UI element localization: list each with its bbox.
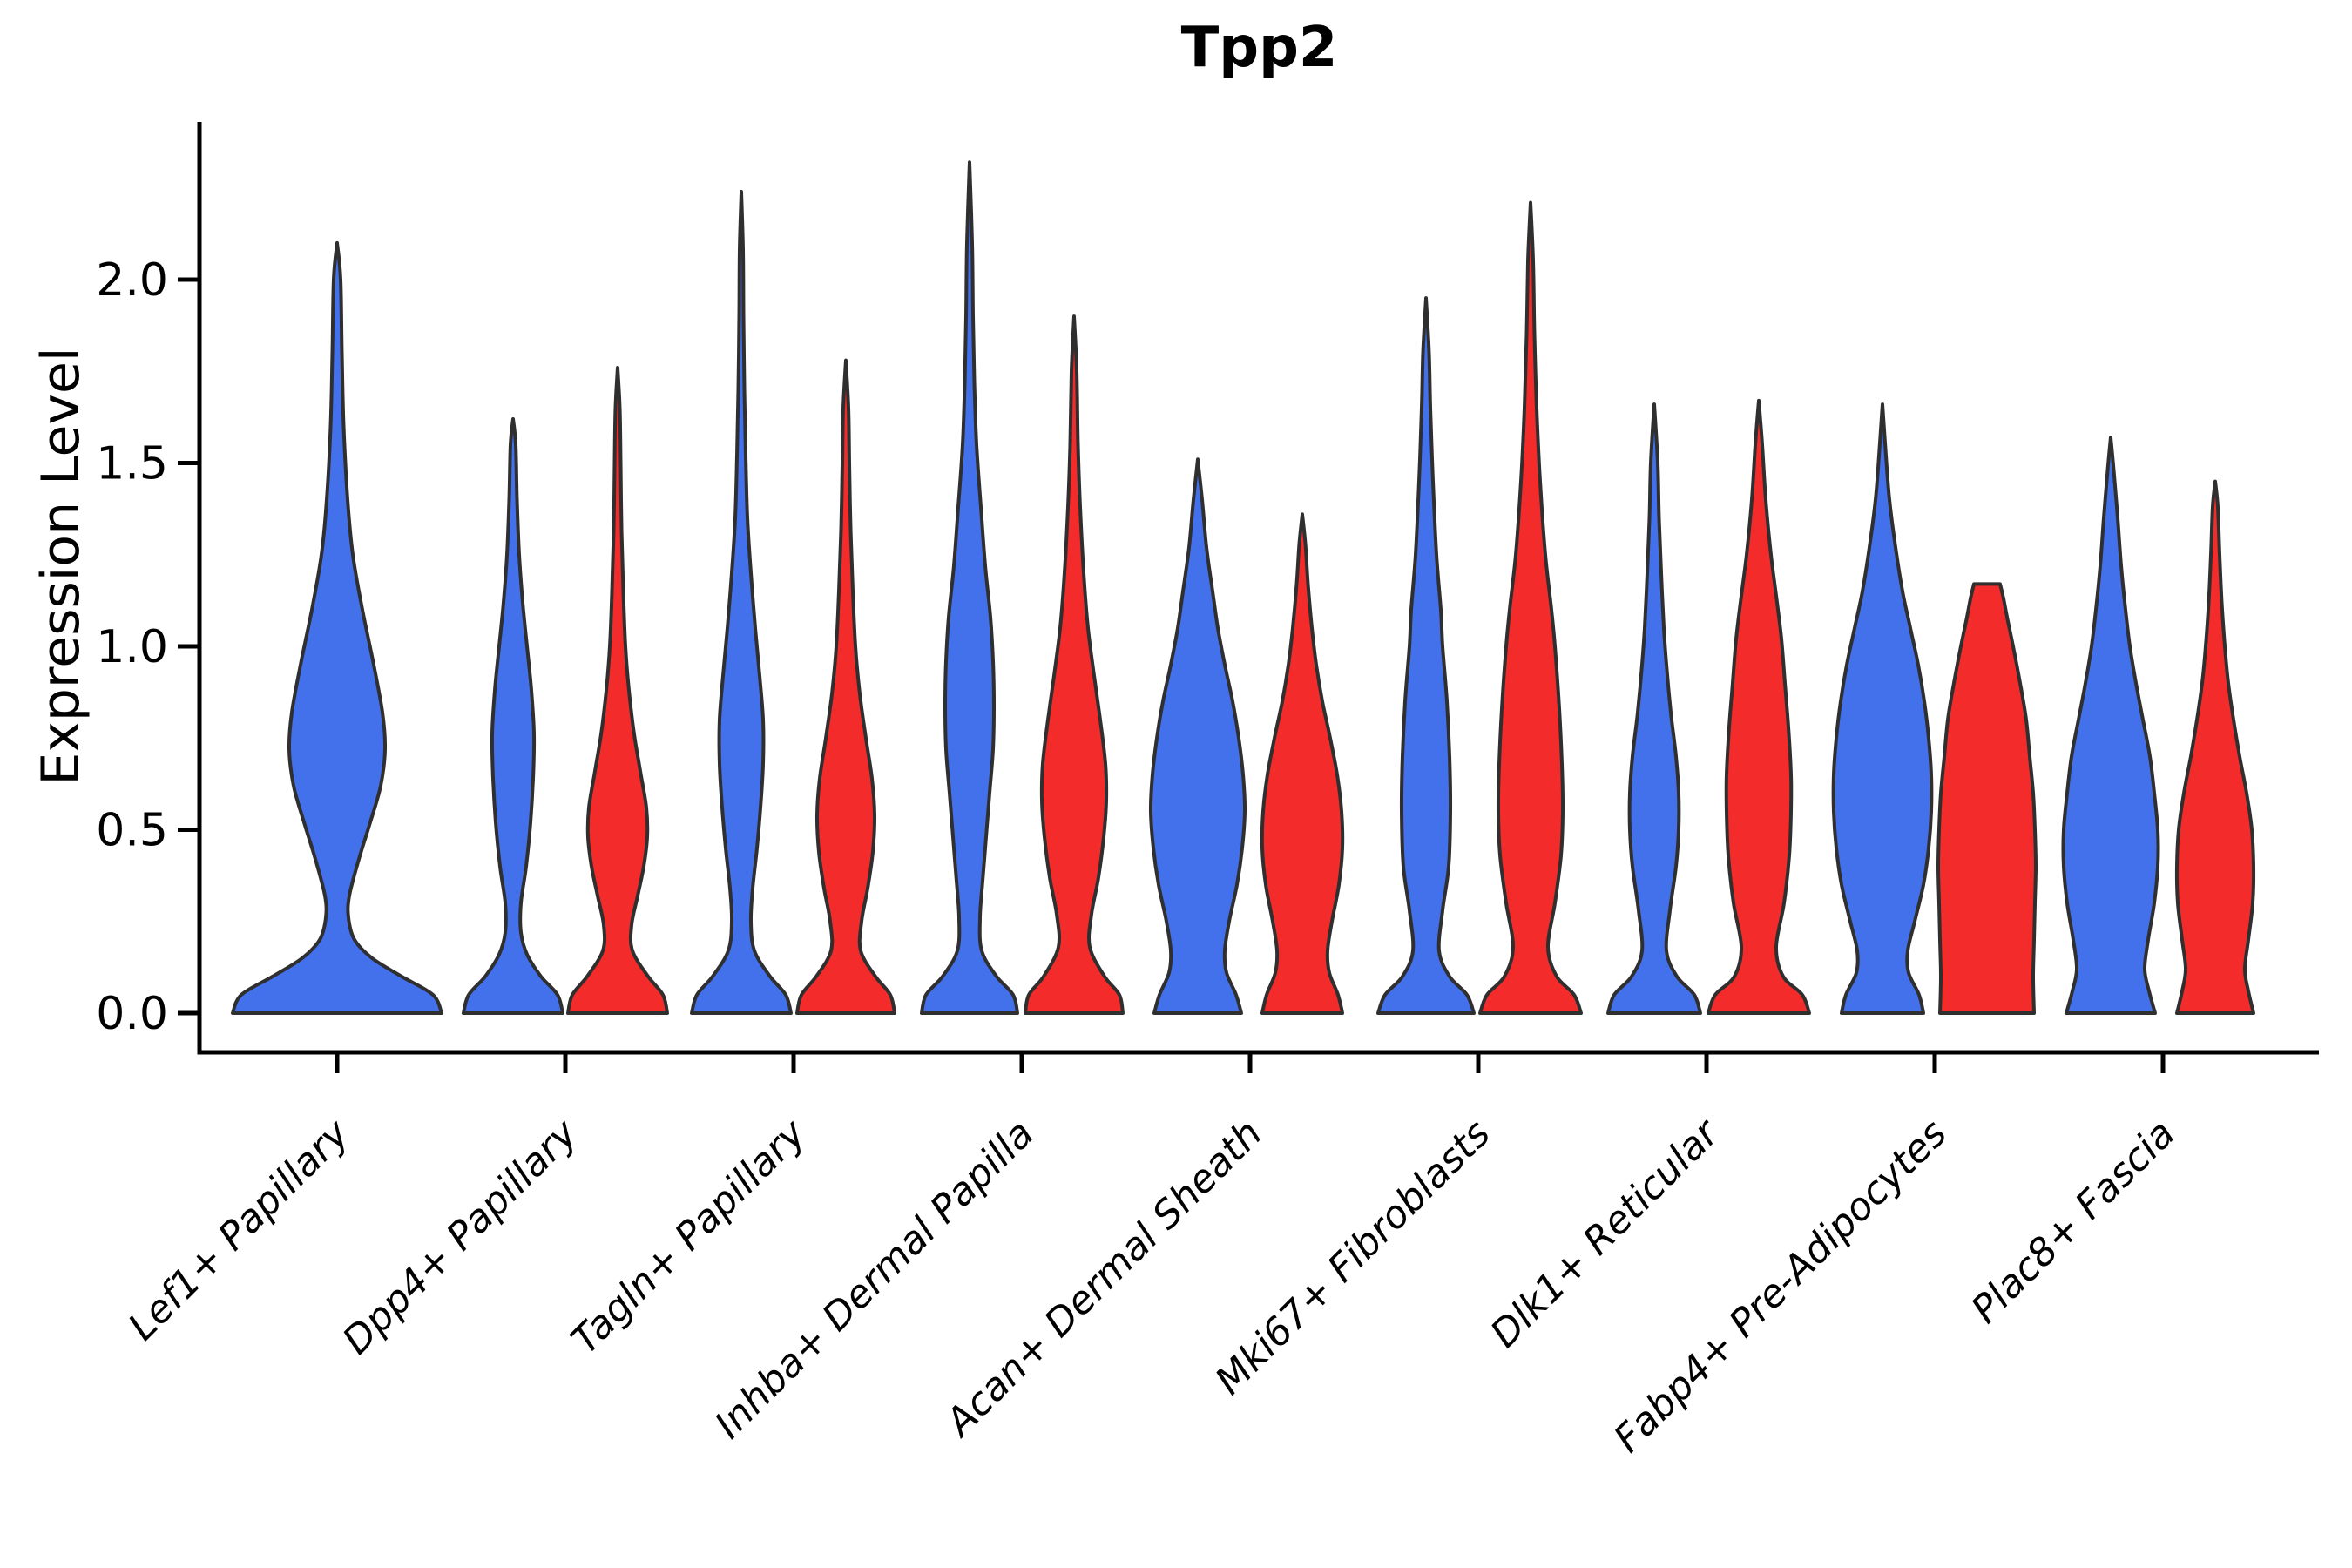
violin-blue-dlk1-reticular bbox=[1606, 402, 1702, 1015]
y-tick-label: 0.0 bbox=[96, 988, 168, 1040]
x-tick-label: Tagln+ Papillary bbox=[563, 1111, 814, 1362]
violin-blue-plac8-fascia bbox=[2061, 436, 2160, 1015]
violin-red-fabp4-pre-adipocytes bbox=[1936, 582, 2038, 1015]
y-tick-label: 1.0 bbox=[96, 621, 168, 673]
x-tick-label: Plac8+ Fascia bbox=[1963, 1112, 2183, 1332]
violin-red-mki67-fibroblasts bbox=[1478, 200, 1583, 1015]
x-tick-label: Dlk1+ Reticular bbox=[1482, 1110, 1728, 1356]
y-tick-label: 2.0 bbox=[96, 254, 168, 307]
y-axis-label: Expression Level bbox=[30, 347, 91, 786]
violin-blue-mki67-fibroblasts bbox=[1376, 296, 1476, 1015]
y-tick-label: 1.5 bbox=[96, 438, 168, 490]
x-tick-label: Lef1+ Papillary bbox=[120, 1111, 359, 1349]
violin-red-tagln-papillary bbox=[795, 358, 896, 1015]
violin-red-dpp4-papillary bbox=[566, 366, 669, 1015]
violin-blue-acan-dermal-sheath bbox=[1148, 457, 1247, 1015]
violin-blue-inhba-dermal-papilla bbox=[920, 160, 1019, 1015]
violin-red-plac8-fascia bbox=[2174, 479, 2256, 1015]
chart-title: Tpp2 bbox=[1180, 16, 1338, 80]
y-tick-label: 0.5 bbox=[96, 805, 168, 857]
x-tick-label: Dpp4+ Papillary bbox=[335, 1111, 587, 1363]
violin-red-dlk1-reticular bbox=[1707, 398, 1811, 1015]
violin-blue-lef1-papillary bbox=[231, 240, 443, 1015]
violin-red-acan-dermal-sheath bbox=[1260, 512, 1345, 1015]
violin-red-inhba-dermal-papilla bbox=[1024, 314, 1125, 1015]
violin-blue-tagln-papillary bbox=[690, 190, 793, 1015]
violin-blue-dpp4-papillary bbox=[462, 417, 564, 1015]
violin-blue-fabp4-pre-adipocytes bbox=[1831, 402, 1934, 1015]
